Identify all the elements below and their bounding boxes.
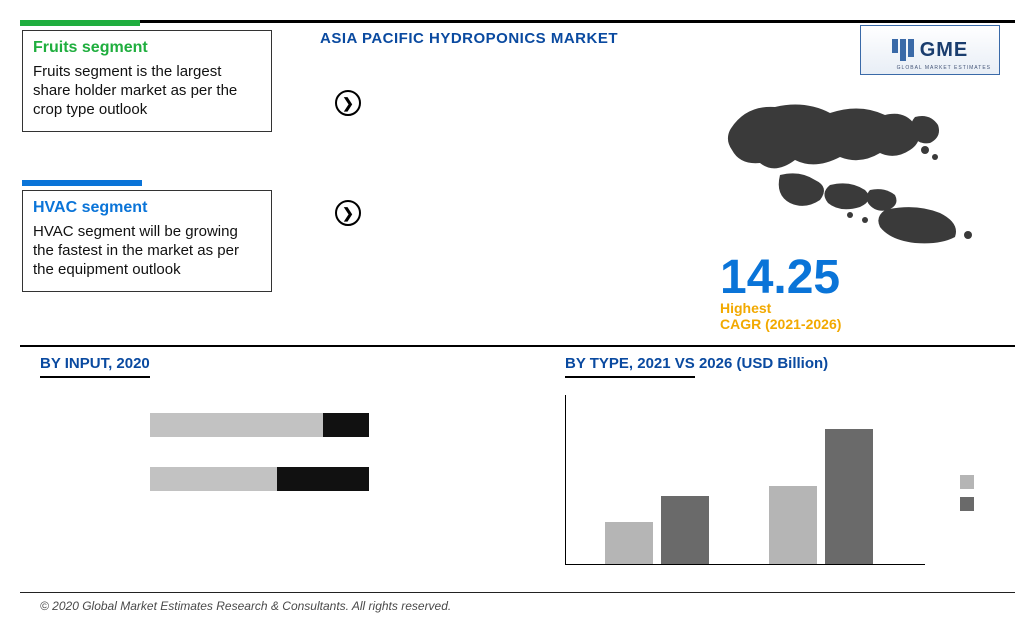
footer-divider <box>20 592 1015 593</box>
asia-pacific-map <box>720 95 980 245</box>
legend-item <box>960 475 980 489</box>
input-title-underline <box>40 376 150 378</box>
type-bar-chart <box>565 395 925 565</box>
top-divider <box>20 20 1015 23</box>
legend-swatch <box>960 497 974 511</box>
bar-2021 <box>605 522 653 565</box>
input-chart-title: BY INPUT, 2020 <box>40 355 150 372</box>
hbar-dark-segment <box>277 467 369 491</box>
hbar-gray-segment <box>150 413 323 437</box>
logo-bars-icon <box>892 39 914 61</box>
fruits-body: Fruits segment is the largest share hold… <box>33 63 261 119</box>
bar-2026 <box>661 496 709 564</box>
hbar-gray-segment <box>150 467 277 491</box>
cagr-value: 14.25 <box>720 250 840 305</box>
hvac-segment-box: HVAC segment HVAC segment will be growin… <box>22 190 272 292</box>
hvac-title: HVAC segment <box>33 199 261 217</box>
hvac-accent-bar <box>22 180 142 186</box>
arrow-icon: ❯ <box>335 200 361 226</box>
y-axis <box>565 395 566 565</box>
legend-swatch <box>960 475 974 489</box>
legend-item <box>960 497 980 511</box>
bar-2021 <box>769 486 817 564</box>
arrow-icon: ❯ <box>335 90 361 116</box>
footer-text: © 2020 Global Market Estimates Research … <box>40 599 451 613</box>
cagr-label-period: CAGR (2021-2026) <box>720 316 841 332</box>
type-chart-title: BY TYPE, 2021 VS 2026 (USD Billion) <box>565 355 828 372</box>
cagr-label-highest: Highest <box>720 300 771 316</box>
map-icon <box>720 95 980 245</box>
logo-text: GME <box>920 39 969 62</box>
input-hbar-chart <box>40 405 460 535</box>
x-axis <box>565 564 925 565</box>
hvac-body: HVAC segment will be growing the fastest… <box>33 223 261 279</box>
fruits-title: Fruits segment <box>33 39 261 57</box>
hbar-dark-segment <box>323 413 369 437</box>
bar-2026 <box>825 429 873 564</box>
mid-divider <box>20 345 1015 347</box>
logo-subtext: GLOBAL MARKET ESTIMATES <box>897 65 991 71</box>
type-title-underline <box>565 376 695 378</box>
fruits-segment-box: Fruits segment Fruits segment is the lar… <box>22 30 272 132</box>
fruits-accent-bar <box>20 20 140 26</box>
page-title: ASIA PACIFIC HYDROPONICS MARKET <box>320 30 618 47</box>
gme-logo: GME GLOBAL MARKET ESTIMATES <box>860 25 1000 75</box>
legend <box>960 475 980 519</box>
